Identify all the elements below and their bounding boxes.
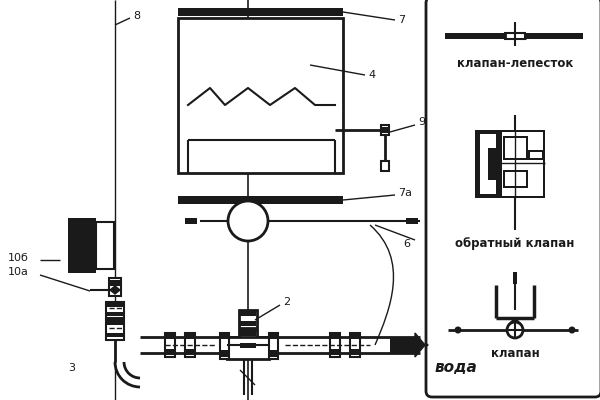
Bar xyxy=(220,334,229,339)
Bar xyxy=(381,161,389,171)
Bar xyxy=(406,218,418,224)
Bar xyxy=(178,196,343,204)
Polygon shape xyxy=(415,333,425,357)
Bar xyxy=(240,331,256,336)
Bar xyxy=(239,330,257,350)
Text: 4: 4 xyxy=(368,70,375,80)
Bar xyxy=(528,150,544,160)
Bar xyxy=(350,334,360,339)
Bar xyxy=(110,280,120,286)
Bar xyxy=(107,312,123,316)
Bar xyxy=(381,125,389,135)
Bar xyxy=(330,349,340,355)
Bar xyxy=(505,33,525,39)
Bar xyxy=(178,8,343,16)
Text: 10а: 10а xyxy=(8,267,29,277)
Bar xyxy=(227,337,269,359)
Bar xyxy=(96,222,114,269)
Bar xyxy=(106,320,124,340)
Polygon shape xyxy=(509,318,521,330)
Bar xyxy=(350,349,360,355)
Circle shape xyxy=(228,201,268,241)
Bar xyxy=(109,278,121,296)
Bar xyxy=(269,333,278,359)
Bar xyxy=(503,170,528,188)
Bar xyxy=(110,289,120,294)
Text: вода: вода xyxy=(435,360,478,374)
Bar xyxy=(445,33,583,39)
Bar xyxy=(505,33,525,39)
Text: 9: 9 xyxy=(418,117,425,127)
Bar xyxy=(178,18,343,173)
Circle shape xyxy=(455,326,461,334)
Bar xyxy=(269,334,278,339)
FancyBboxPatch shape xyxy=(426,0,600,397)
Bar xyxy=(503,136,528,160)
Text: клапан: клапан xyxy=(491,347,539,360)
Bar xyxy=(165,349,175,355)
Bar xyxy=(269,350,278,357)
Bar xyxy=(68,218,96,273)
Bar xyxy=(502,132,543,196)
Text: 10б: 10б xyxy=(8,253,29,263)
Bar xyxy=(0,0,430,400)
Bar xyxy=(107,333,123,337)
Bar xyxy=(500,130,545,198)
Bar xyxy=(240,343,256,348)
Bar xyxy=(185,334,195,339)
Bar xyxy=(480,134,496,194)
Bar xyxy=(505,138,526,158)
Bar xyxy=(240,321,256,326)
Bar xyxy=(185,333,195,357)
Text: 3: 3 xyxy=(68,363,75,373)
Bar xyxy=(185,349,195,355)
Bar xyxy=(382,127,388,133)
Bar xyxy=(185,218,197,224)
Bar xyxy=(107,321,123,325)
Bar xyxy=(390,337,415,353)
Bar xyxy=(330,333,340,357)
Bar xyxy=(350,333,360,357)
Bar xyxy=(96,222,114,269)
Bar xyxy=(220,333,229,359)
Bar xyxy=(330,334,340,339)
Bar xyxy=(530,152,542,158)
Bar xyxy=(165,333,175,357)
Circle shape xyxy=(507,322,523,338)
Text: 2: 2 xyxy=(283,297,290,307)
Bar xyxy=(220,350,229,357)
Text: обратный клапан: обратный клапан xyxy=(455,237,575,250)
Bar xyxy=(475,130,500,198)
Text: 7: 7 xyxy=(398,15,405,25)
Bar xyxy=(239,310,257,328)
Bar xyxy=(165,334,175,339)
Polygon shape xyxy=(110,286,120,294)
Text: 6: 6 xyxy=(403,239,410,249)
Text: 8: 8 xyxy=(133,11,140,21)
Bar xyxy=(513,272,517,284)
Circle shape xyxy=(569,326,575,334)
Bar xyxy=(107,303,123,307)
Text: 7а: 7а xyxy=(398,188,412,198)
Bar xyxy=(480,154,488,174)
Text: клапан-лепесток: клапан-лепесток xyxy=(457,57,573,70)
Bar xyxy=(240,311,256,316)
Bar xyxy=(505,172,526,186)
Bar xyxy=(488,148,496,180)
Bar xyxy=(106,302,124,318)
